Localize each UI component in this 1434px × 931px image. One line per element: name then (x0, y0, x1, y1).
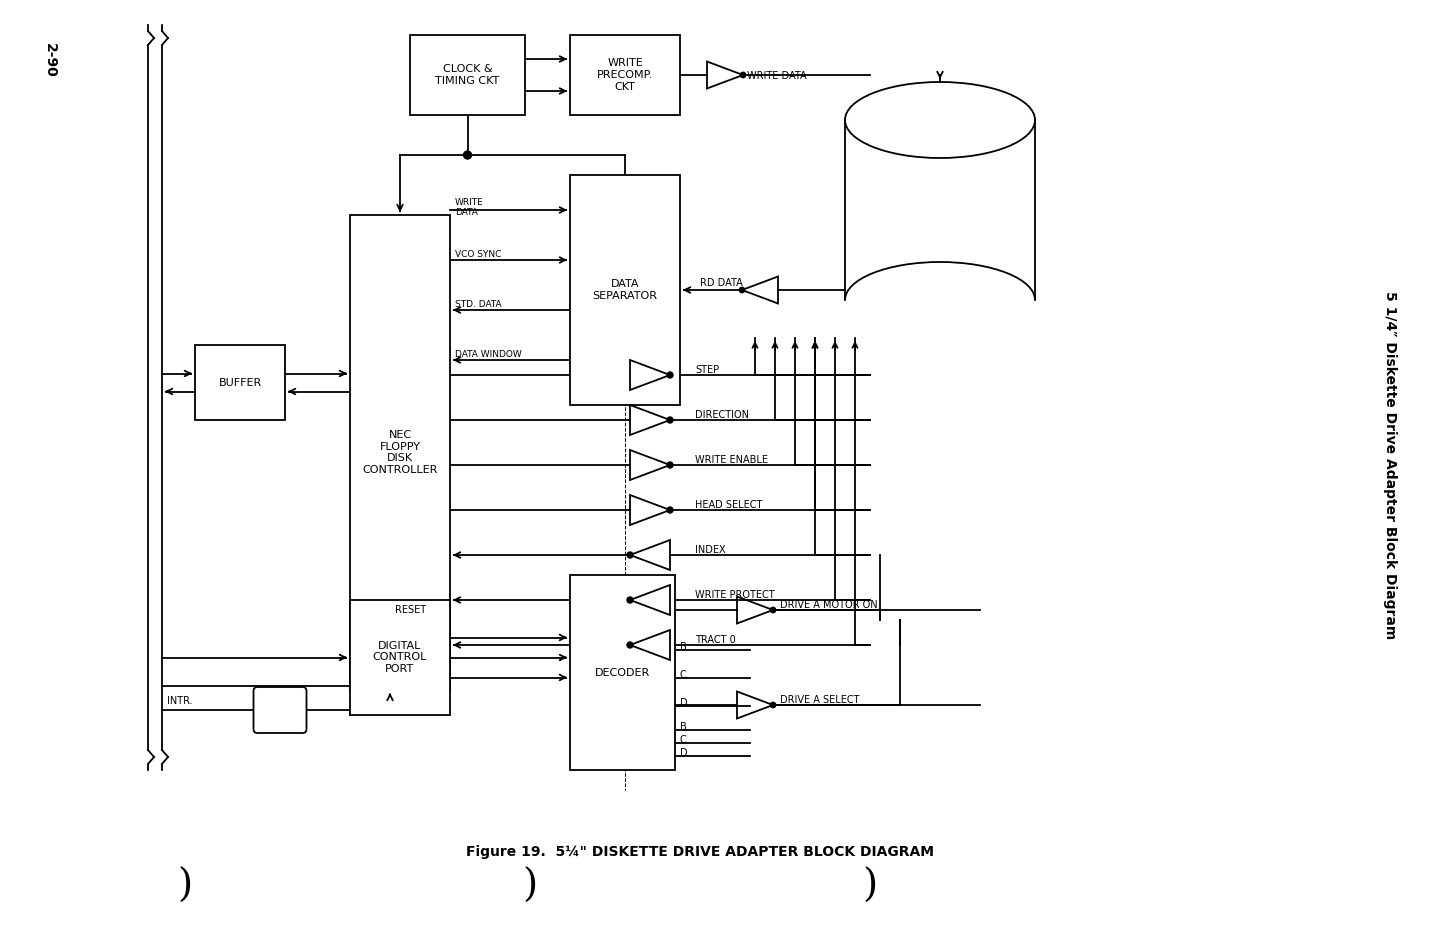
Text: DIRECTION: DIRECTION (695, 410, 749, 420)
Text: HEAD SELECT: HEAD SELECT (695, 500, 763, 510)
Text: ): ) (178, 868, 192, 905)
Text: WRITE PROTECT: WRITE PROTECT (695, 590, 774, 600)
Text: DIGITAL
CONTROL
PORT: DIGITAL CONTROL PORT (373, 641, 427, 674)
Text: INDEX: INDEX (695, 545, 726, 555)
Bar (569, 175, 680, 405)
Circle shape (667, 462, 673, 468)
Text: DRIVE A SELECT: DRIVE A SELECT (780, 695, 859, 705)
Text: VCO SYNC: VCO SYNC (455, 250, 502, 259)
Text: CLOCK &
TIMING CKT: CLOCK & TIMING CKT (436, 64, 499, 86)
Text: BUFFER: BUFFER (218, 377, 261, 387)
Text: STEP: STEP (695, 365, 718, 375)
Text: B: B (680, 642, 687, 652)
Bar (350, 600, 450, 715)
Bar (410, 35, 525, 115)
Text: TRACT 0: TRACT 0 (695, 635, 736, 645)
Text: WRITE
DATA: WRITE DATA (455, 198, 483, 218)
Circle shape (667, 417, 673, 423)
Text: NEC
FLOPPY
DISK
CONTROLLER: NEC FLOPPY DISK CONTROLLER (363, 430, 437, 475)
Circle shape (740, 288, 744, 292)
Circle shape (627, 552, 632, 558)
Circle shape (667, 372, 673, 378)
Text: INTR.: INTR. (166, 696, 192, 706)
Text: DATA
SEPARATOR: DATA SEPARATOR (592, 279, 658, 301)
Circle shape (770, 702, 776, 708)
Text: ): ) (522, 868, 538, 905)
Bar (569, 575, 675, 770)
Text: DRIVE A MOTOR ON: DRIVE A MOTOR ON (780, 600, 878, 610)
Text: DATA WINDOW: DATA WINDOW (455, 350, 522, 359)
Circle shape (463, 151, 472, 159)
FancyBboxPatch shape (254, 687, 307, 733)
Bar (569, 35, 680, 115)
Text: D: D (680, 748, 688, 758)
Text: C: C (680, 670, 687, 680)
Text: STD. DATA: STD. DATA (455, 300, 502, 309)
Circle shape (770, 607, 776, 613)
Text: WRITE
PRECOMP.
CKT: WRITE PRECOMP. CKT (597, 59, 652, 91)
Text: 2-90: 2-90 (43, 43, 57, 77)
Bar (350, 215, 450, 690)
Text: WRITE ENABLE: WRITE ENABLE (695, 455, 769, 465)
Circle shape (740, 73, 746, 77)
Text: 5 1/4″ Diskette Drive Adapter Block Diagram: 5 1/4″ Diskette Drive Adapter Block Diag… (1382, 290, 1397, 639)
Text: Figure 19.  5¼" DISKETTE DRIVE ADAPTER BLOCK DIAGRAM: Figure 19. 5¼" DISKETTE DRIVE ADAPTER BL… (466, 845, 934, 859)
Bar (195, 345, 285, 420)
Text: ): ) (862, 868, 878, 905)
Text: B: B (680, 722, 687, 732)
Text: C: C (680, 735, 687, 745)
Text: WRITE DATA: WRITE DATA (747, 71, 806, 81)
Circle shape (667, 507, 673, 513)
Text: D: D (680, 698, 688, 708)
Text: RD DATA: RD DATA (700, 278, 743, 288)
Circle shape (627, 597, 632, 603)
Circle shape (627, 642, 632, 648)
Text: RESET: RESET (394, 605, 426, 615)
Text: DECODER: DECODER (595, 668, 650, 678)
